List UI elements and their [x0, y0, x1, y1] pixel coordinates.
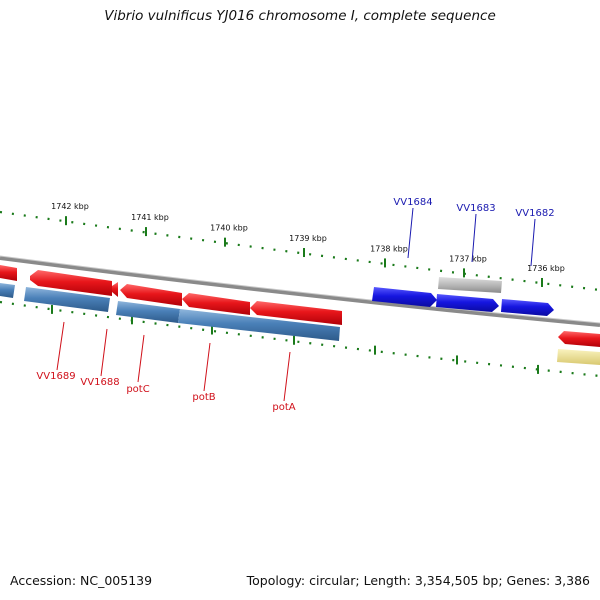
- cds-vv1689[interactable]: [24, 287, 110, 312]
- label-potb[interactable]: potB: [192, 392, 215, 403]
- tick-label: 1737 kbp: [449, 254, 487, 263]
- gene-right-edge-red[interactable]: [558, 331, 600, 347]
- gene-vv1688-small[interactable]: [112, 282, 118, 297]
- cds-potc[interactable]: [116, 301, 180, 323]
- label-vv1683[interactable]: VV1683: [456, 203, 495, 214]
- gene-labels-above: VV1684 VV1683 VV1682: [393, 197, 554, 219]
- gene-labels-below: VV1689 VV1688 potC potB potA: [36, 371, 295, 413]
- gene-vv1682[interactable]: [501, 299, 554, 316]
- tick-label: 1741 kbp: [131, 213, 169, 222]
- label-pota[interactable]: potA: [272, 402, 295, 413]
- feature-right-edge-yellow[interactable]: [557, 349, 600, 365]
- tick-label: 1736 kbp: [527, 264, 565, 273]
- label-vv1689[interactable]: VV1689: [36, 371, 75, 382]
- map-title: Vibrio vulnificus YJ016 chromosome I, co…: [104, 8, 496, 24]
- tick-label: 1740 kbp: [210, 224, 248, 233]
- gene-grey[interactable]: [438, 277, 502, 293]
- gene-pota[interactable]: [250, 301, 342, 325]
- label-vv1682[interactable]: VV1682: [515, 208, 554, 219]
- accession-label: Accession: NC_005139: [10, 573, 153, 588]
- tick-label: 1742 kbp: [51, 202, 89, 211]
- gene-potb[interactable]: [182, 293, 250, 315]
- outer-tick-ring: 1742 kbp 1741 kbp 1740 kbp 1739 kbp 1738 kbp…: [0, 202, 600, 292]
- label-potc[interactable]: potC: [126, 384, 149, 395]
- gene-vv1683[interactable]: [436, 294, 499, 312]
- tick-label: 1738 kbp: [370, 244, 408, 253]
- inner-tick-ring: [0, 300, 600, 378]
- gene-vv1689[interactable]: [30, 270, 112, 296]
- topology-label: Topology: circular; Length: 3,354,505 bp…: [246, 573, 590, 588]
- chromosome-backbone: [0, 256, 600, 327]
- red-leader-lines: [56, 321, 291, 402]
- tick-label: 1739 kbp: [289, 234, 327, 243]
- cds-potb-pota[interactable]: [178, 309, 340, 341]
- cds-left-edge[interactable]: [0, 283, 15, 298]
- major-ticks: [65, 216, 543, 287]
- gene-left-edge-red[interactable]: [0, 265, 17, 281]
- gene-potc[interactable]: [120, 284, 182, 306]
- tick-labels: 1742 kbp 1741 kbp 1740 kbp 1739 kbp 1738 kbp…: [51, 202, 565, 273]
- gene-vv1684[interactable]: [372, 287, 437, 307]
- blue-leader-lines: [407, 207, 536, 267]
- label-vv1688[interactable]: VV1688: [80, 377, 119, 388]
- label-vv1684[interactable]: VV1684: [393, 197, 432, 208]
